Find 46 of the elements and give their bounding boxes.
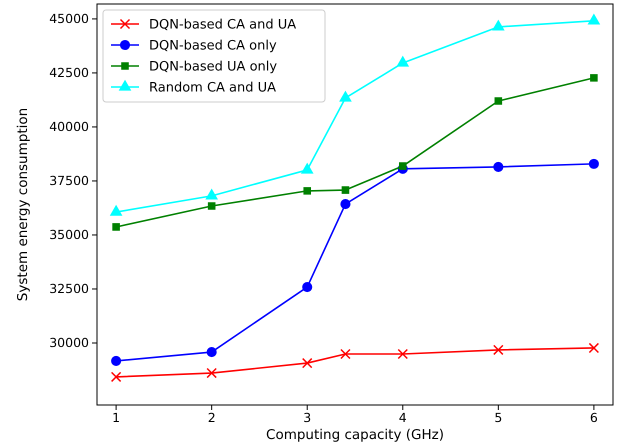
point [398, 162, 407, 170]
point [110, 205, 122, 216]
y-tick-label: 40000 [49, 118, 90, 134]
point [493, 344, 504, 356]
point [492, 20, 504, 31]
point [302, 282, 312, 292]
point [110, 372, 122, 382]
point [301, 163, 314, 174]
point [340, 348, 351, 360]
point [339, 91, 352, 102]
point [208, 202, 216, 210]
y-tick-label: 32500 [49, 280, 90, 296]
x-tick-label: 4 [398, 410, 407, 425]
y-tick-label: 37500 [49, 172, 90, 188]
y-tick-label: 45000 [49, 10, 90, 26]
x-tick-label: 5 [494, 410, 502, 425]
x-tick-label: 2 [208, 410, 216, 425]
legend-label: Random CA and UA [149, 80, 276, 96]
legend-label: DQN-based CA only [149, 38, 277, 54]
x-tick-label: 3 [303, 410, 312, 425]
point [112, 223, 120, 231]
point [398, 348, 408, 360]
point [493, 162, 504, 172]
legend-label: DQN-based UA only [149, 60, 278, 74]
y-tick-label: 35000 [49, 226, 90, 242]
point [303, 187, 312, 195]
point [206, 347, 217, 358]
y-axis-title: System energy consumption [15, 108, 31, 302]
point [342, 186, 350, 194]
point [396, 56, 409, 67]
point [588, 342, 600, 354]
y-tick-label: 30000 [49, 334, 90, 350]
point [111, 356, 122, 366]
point [206, 368, 217, 378]
x-axis-title: Computing capacity (GHz) [266, 427, 444, 443]
legend-label: DQN-based CA and UA [149, 18, 296, 32]
point [340, 199, 350, 210]
point [588, 158, 599, 169]
point [590, 74, 598, 82]
point [494, 97, 502, 105]
y-tick-label: 42500 [49, 64, 90, 80]
point [206, 188, 218, 200]
point [588, 14, 600, 25]
point [302, 358, 312, 368]
x-tick-label: 1 [112, 410, 120, 425]
x-tick-label: 6 [590, 410, 598, 425]
